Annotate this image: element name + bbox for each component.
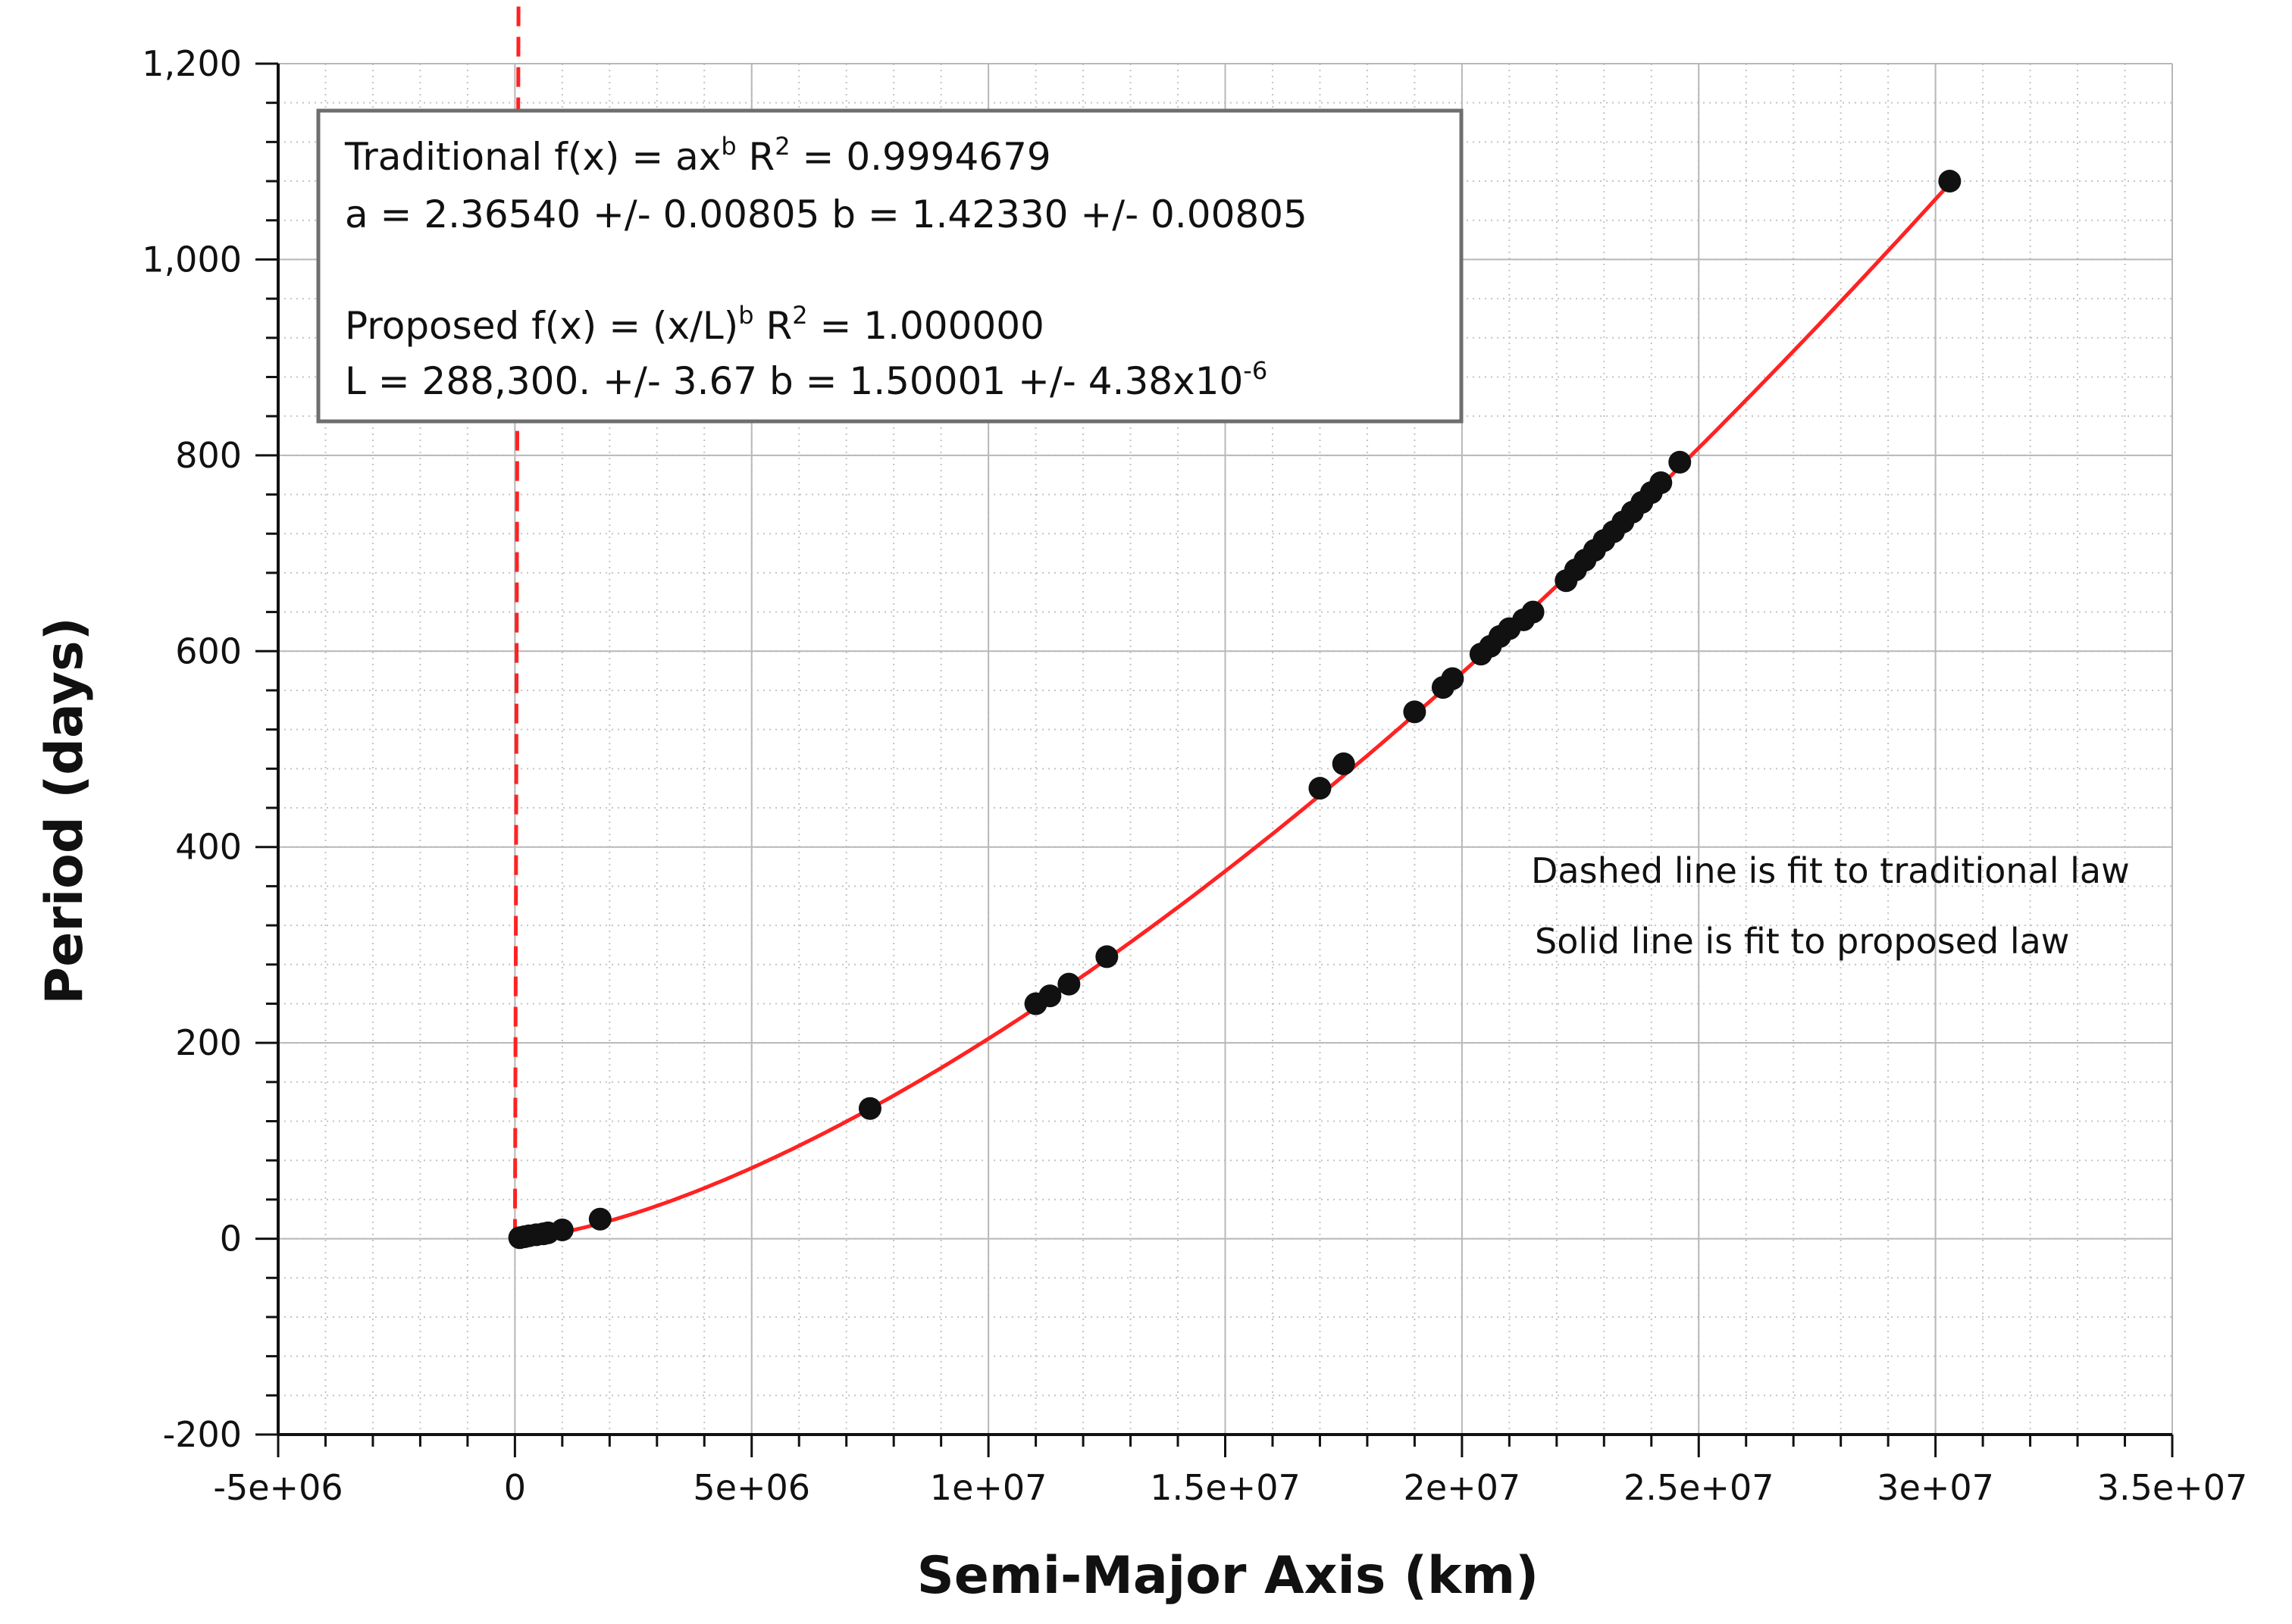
traditional-r2-value: = 0.9994679 xyxy=(791,135,1051,179)
y-tick-label: 1,000 xyxy=(142,239,242,280)
proposed-fit-line-solid xyxy=(515,182,1952,1241)
x-axis-title: Semi-Major Axis (km) xyxy=(917,1546,1539,1606)
x-tick-label: 3e+07 xyxy=(1877,1467,1994,1508)
traditional-formula: Traditional f(x) = ax xyxy=(344,135,721,179)
traditional-fit-line: Traditional f(x) = axb R2 = 0.9994679 xyxy=(344,132,1051,179)
data-point xyxy=(1668,450,1692,474)
y-tick-label: 800 xyxy=(175,435,242,476)
proposed-params: L = 288,300. +/- 3.67 b = 1.50001 +/- 4.… xyxy=(345,356,1267,403)
data-point xyxy=(1649,471,1673,495)
data-point xyxy=(1938,170,1962,193)
y-tick-label: -200 xyxy=(163,1414,242,1455)
data-point xyxy=(1057,972,1081,996)
data-point xyxy=(588,1207,612,1231)
data-point xyxy=(1403,700,1426,724)
traditional-exponent: b xyxy=(721,132,736,161)
proposed-params-exponent: -6 xyxy=(1243,356,1267,385)
proposed-r2-label: R xyxy=(754,304,793,348)
proposed-fit-line: Proposed f(x) = (x/L)b R2 = 1.000000 xyxy=(345,301,1044,348)
data-point xyxy=(1308,777,1332,800)
y-tick-label: 400 xyxy=(175,827,242,868)
equation-box: Traditional f(x) = axb R2 = 0.9994679 a … xyxy=(316,108,1464,424)
x-tick-label: 1.5e+07 xyxy=(1150,1467,1301,1508)
traditional-params: a = 2.36540 +/- 0.00805 b = 1.42330 +/- … xyxy=(345,192,1307,236)
traditional-r2-label: R xyxy=(737,135,775,179)
data-point xyxy=(550,1218,574,1241)
proposed-formula: Proposed f(x) = (x/L) xyxy=(345,304,738,348)
data-point xyxy=(1521,600,1545,624)
x-tick-label: 3.5e+07 xyxy=(2097,1467,2248,1508)
data-point xyxy=(858,1097,881,1120)
solid-line-note: Solid line is fit to proposed law xyxy=(1535,921,2069,962)
y-tick-label: 1,200 xyxy=(142,43,242,84)
data-point xyxy=(1332,752,1355,775)
dashed-line-note: Dashed line is fit to traditional law xyxy=(1531,850,2130,891)
x-tick-label: 0 xyxy=(504,1467,526,1508)
data-point xyxy=(1441,667,1464,690)
fit-lines xyxy=(512,0,1952,1241)
x-tick-label: 5e+06 xyxy=(693,1467,810,1508)
x-tick-label: 2.5e+07 xyxy=(1624,1467,1774,1508)
y-tick-label: 200 xyxy=(175,1022,242,1063)
proposed-params-text: L = 288,300. +/- 3.67 b = 1.50001 +/- 4.… xyxy=(345,359,1243,403)
x-tick-label: 2e+07 xyxy=(1404,1467,1521,1508)
x-tick-label: -5e+06 xyxy=(213,1467,343,1508)
proposed-r2-exponent: 2 xyxy=(792,301,807,330)
axes: -5e+06 0 5e+06 1e+07 1.5e+07 2e+07 2.5e+07 3e+0… xyxy=(142,43,2247,1508)
y-axis-title: Period (days) xyxy=(35,617,95,1004)
y-tick-label: 0 xyxy=(220,1219,242,1259)
data-point xyxy=(1038,984,1062,1008)
proposed-r2-value: = 1.000000 xyxy=(808,304,1044,348)
equation-box-frame xyxy=(316,108,1464,424)
traditional-r2-exponent: 2 xyxy=(775,132,790,161)
data-points xyxy=(508,170,1962,1250)
proposed-exponent: b xyxy=(738,301,753,330)
y-tick-label: 600 xyxy=(175,631,242,671)
x-tick-label: 1e+07 xyxy=(930,1467,1047,1508)
data-point xyxy=(1095,945,1119,968)
